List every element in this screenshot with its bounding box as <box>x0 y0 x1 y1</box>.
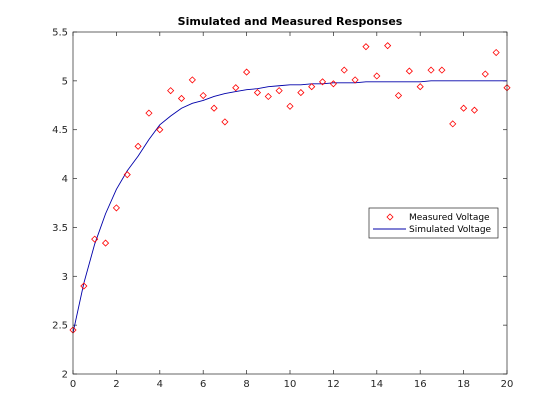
data-point-measured-voltage <box>308 83 316 91</box>
data-point-measured-voltage <box>123 171 131 179</box>
y-tick-label: 3 <box>62 272 68 283</box>
x-tick-label: 18 <box>457 379 470 390</box>
data-point-measured-voltage <box>427 66 435 74</box>
data-point-measured-voltage <box>460 104 468 112</box>
x-tick-label: 10 <box>284 379 297 390</box>
data-point-measured-voltage <box>351 76 359 84</box>
y-tick-label: 3.5 <box>52 223 68 234</box>
x-tick-label: 16 <box>414 379 427 390</box>
data-point-measured-voltage <box>373 72 381 80</box>
chart-title: Simulated and Measured Responses <box>178 15 403 28</box>
legend-label: Simulated Voltage <box>409 225 492 235</box>
y-tick-label: 5 <box>62 76 68 87</box>
data-point-measured-voltage <box>101 239 110 247</box>
y-axis: 2 2.5 3 3.5 4 4.5 5 5.5 <box>52 28 507 381</box>
data-point-measured-voltage <box>145 109 153 117</box>
data-point-measured-voltage <box>177 94 186 103</box>
data-point-measured-voltage <box>286 102 294 110</box>
data-point-measured-voltage <box>134 142 142 150</box>
data-point-measured-voltage <box>394 91 403 100</box>
legend-entries: Measured Voltage Simulated Voltage <box>373 213 492 235</box>
data-point-measured-voltage <box>449 120 457 128</box>
series-layer <box>69 42 511 334</box>
x-tick-label: 14 <box>370 379 383 390</box>
x-tick-label: 2 <box>113 379 119 390</box>
data-point-measured-voltage <box>232 84 240 92</box>
y-tick-label: 4.5 <box>52 125 68 136</box>
data-point-measured-voltage <box>80 282 88 290</box>
data-point-measured-voltage <box>167 87 175 95</box>
data-point-measured-voltage <box>210 104 218 112</box>
data-point-measured-voltage <box>243 68 251 76</box>
x-tick-label: 0 <box>70 379 76 390</box>
y-tick-label: 4 <box>62 174 68 185</box>
x-tick-label: 4 <box>157 379 163 390</box>
plot-area <box>73 32 507 374</box>
y-tick-label: 2 <box>62 370 68 381</box>
x-tick-label: 20 <box>501 379 514 390</box>
data-point-measured-voltage <box>112 204 120 212</box>
legend-label: Measured Voltage <box>409 213 490 223</box>
data-point-measured-voltage <box>416 83 424 91</box>
data-point-measured-voltage <box>492 48 500 57</box>
series-line-simulated-voltage <box>72 80 507 334</box>
data-point-measured-voltage <box>405 67 413 75</box>
data-point-measured-voltage <box>264 92 272 101</box>
data-point-measured-voltage <box>188 76 196 84</box>
data-point-measured-voltage <box>221 118 229 126</box>
legend-marker-measured-voltage <box>386 213 394 221</box>
data-point-measured-voltage <box>91 235 99 243</box>
y-tick-label: 5.5 <box>52 28 68 39</box>
data-point-measured-voltage <box>384 42 392 50</box>
x-tick-label: 8 <box>243 379 249 390</box>
data-point-measured-voltage <box>481 70 489 78</box>
data-point-measured-voltage <box>156 126 164 134</box>
data-point-measured-voltage <box>329 80 337 88</box>
x-axis: 0 2 4 6 8 10 12 14 16 18 20 <box>70 32 514 390</box>
y-tick-label: 2.5 <box>52 321 68 332</box>
data-point-measured-voltage <box>199 91 207 100</box>
data-point-measured-voltage <box>297 89 305 97</box>
data-point-measured-voltage <box>275 87 283 95</box>
data-point-measured-voltage <box>318 78 327 86</box>
data-point-measured-voltage <box>438 66 446 74</box>
x-tick-label: 6 <box>200 379 206 390</box>
plot-frame <box>72 31 508 375</box>
data-point-measured-voltage <box>470 106 479 114</box>
x-tick-label: 12 <box>327 379 340 390</box>
data-point-measured-voltage <box>362 43 370 51</box>
data-point-measured-voltage <box>253 89 262 97</box>
legend: Measured Voltage Simulated Voltage <box>368 207 499 239</box>
data-point-measured-voltage <box>340 66 348 74</box>
legend-box <box>368 207 499 239</box>
